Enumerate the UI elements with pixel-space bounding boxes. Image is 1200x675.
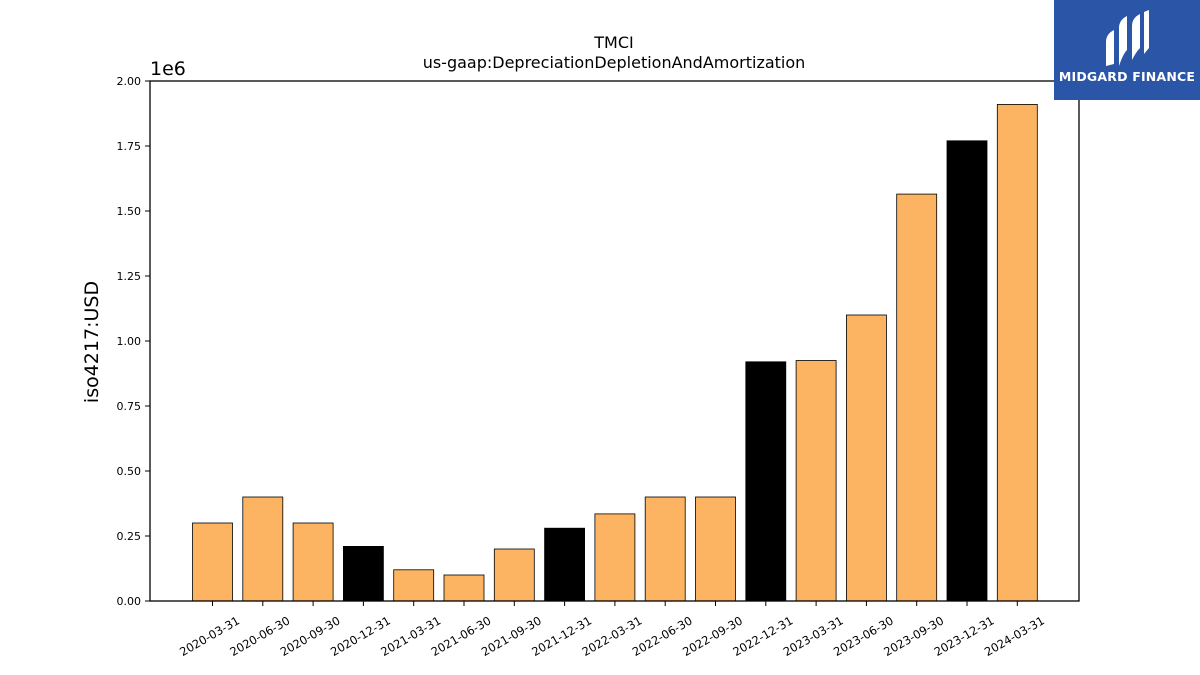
chart-subtitle: us-gaap:DepreciationDepletionAndAmortiza… <box>423 53 806 72</box>
y-tick-label: 1.75 <box>117 140 142 153</box>
y-tick-label: 1.00 <box>117 335 142 348</box>
brand-name: MIDGARD FINANCE <box>1058 69 1196 84</box>
bar-2023-12-31 <box>946 140 988 602</box>
chart-title: TMCI <box>593 33 633 52</box>
bar-2020-12-31 <box>342 546 384 602</box>
bar-2022-06-30 <box>644 496 686 602</box>
midgard-logo-icon <box>1106 10 1149 66</box>
y-tick-label: 0.00 <box>117 595 142 608</box>
bar-2023-03-31 <box>795 360 837 602</box>
bar-2022-03-31 <box>594 513 636 602</box>
y-tick-label: 0.75 <box>117 400 142 413</box>
y-tick-label: 0.25 <box>117 530 142 543</box>
bar-2021-09-30 <box>493 548 535 602</box>
bar-2020-09-30 <box>292 522 334 602</box>
y-axis-multiplier: 1e6 <box>150 58 186 80</box>
bar-2021-06-30 <box>443 574 485 602</box>
bar-2023-09-30 <box>896 193 938 602</box>
y-tick-label: 1.50 <box>117 205 142 218</box>
y-tick-label: 1.25 <box>117 270 142 283</box>
plot-frame <box>149 80 1080 602</box>
bar-2023-06-30 <box>846 314 887 602</box>
midgard-finance-logo: MIDGARD FINANCE <box>1054 0 1200 100</box>
y-tick-label: 2.00 <box>117 75 142 88</box>
bar-2021-12-31 <box>544 527 585 602</box>
bar-2020-06-30 <box>242 496 284 602</box>
bars-group <box>192 104 1038 602</box>
y-axis-label: iso4217:USD <box>81 281 103 403</box>
bar-2022-09-30 <box>695 496 736 602</box>
bar-2022-12-31 <box>745 361 787 602</box>
bar-2024-03-31 <box>996 104 1038 602</box>
y-tick-label: 0.50 <box>117 465 142 478</box>
bar-2021-03-31 <box>393 569 435 602</box>
bar-2020-03-31 <box>192 522 233 602</box>
